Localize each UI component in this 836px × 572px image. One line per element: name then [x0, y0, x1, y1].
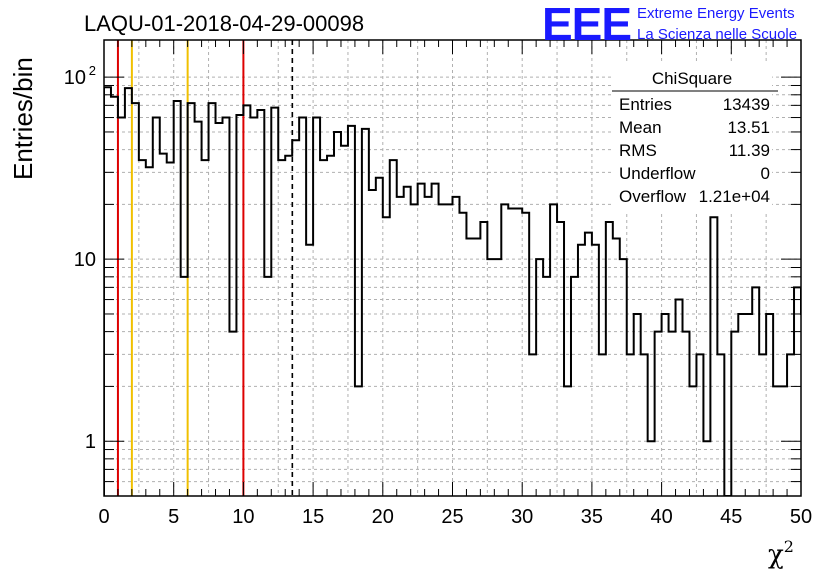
stats-value-underflow: 0	[761, 164, 770, 183]
stats-value-entries: 13439	[723, 95, 770, 114]
stats-label-underflow: Underflow	[619, 164, 696, 183]
stats-value-overflow: 1.21e+04	[699, 187, 770, 206]
x-axis-label-base: χ	[768, 540, 784, 570]
histogram-steps	[104, 86, 801, 496]
y-axis-label: Entries/bin	[8, 57, 38, 180]
x-tick-label: 15	[302, 506, 324, 528]
logo-line-2: La Scienza nelle Scuole	[637, 26, 797, 43]
stats-label-overflow: Overflow	[619, 187, 687, 206]
y-tick-label: 10	[64, 67, 86, 89]
x-tick-label: 10	[232, 506, 254, 528]
stats-label-entries: Entries	[619, 95, 672, 114]
x-tick-label: 25	[441, 506, 463, 528]
logo-line-1: Extreme Energy Events	[637, 5, 795, 22]
stats-box-title: ChiSquare	[652, 69, 732, 88]
x-tick-label: 35	[581, 506, 603, 528]
x-axis-label-superscript: 2	[784, 537, 794, 556]
y-tick-label-exponent: 2	[89, 63, 96, 78]
stats-box: ChiSquare Entries 13439 Mean 13.51 RMS 1…	[612, 64, 778, 211]
eee-logo: EEE	[542, 0, 631, 50]
stats-label-mean: Mean	[619, 118, 662, 137]
x-tick-label: 0	[98, 506, 109, 528]
x-axis-label: χ2	[768, 537, 794, 570]
y-tick-label: 10	[74, 249, 96, 271]
x-tick-label: 20	[372, 506, 394, 528]
x-tick-label: 5	[168, 506, 179, 528]
run-title: LAQU-01-2018-04-29-00098	[84, 11, 364, 36]
histogram-line	[104, 86, 801, 496]
x-tick-label: 50	[790, 506, 812, 528]
x-tick-label: 45	[720, 506, 742, 528]
axis-ticks	[103, 40, 802, 497]
stats-label-rms: RMS	[619, 141, 657, 160]
stats-value-mean: 13.51	[727, 118, 770, 137]
x-tick-label: 40	[650, 506, 672, 528]
x-tick-label: 30	[511, 506, 533, 528]
y-tick-label: 1	[85, 431, 96, 453]
stats-value-rms: 11.39	[729, 141, 770, 160]
